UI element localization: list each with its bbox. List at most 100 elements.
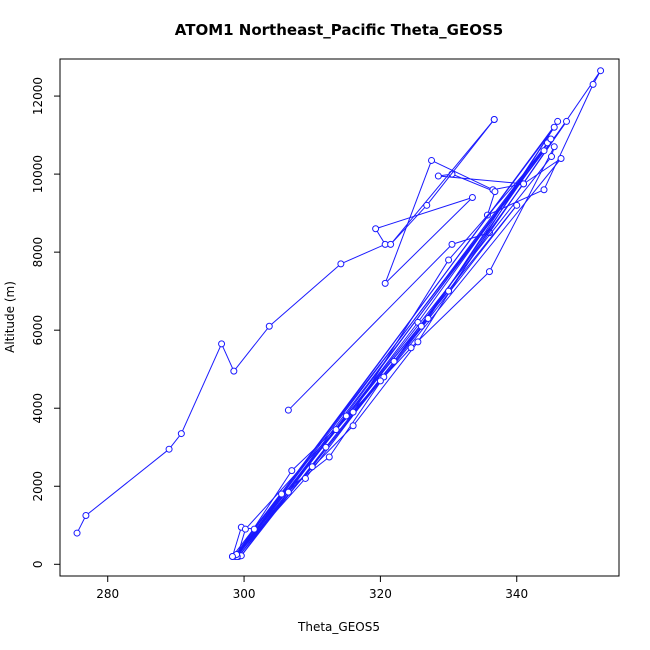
data-point <box>284 488 292 496</box>
series-line-segment <box>232 150 545 557</box>
series-line-segment <box>236 470 293 555</box>
y-axis-label: Altitude (m) <box>3 281 17 353</box>
series-line-segment <box>231 527 242 557</box>
series-3 <box>228 117 571 560</box>
data-point <box>563 117 571 125</box>
data-point <box>228 552 236 560</box>
data-point <box>376 377 384 385</box>
series-line-segment <box>390 204 428 245</box>
x-tick-label: 320 <box>369 587 392 601</box>
data-point <box>468 194 476 202</box>
y-tick-label: 8000 <box>31 237 45 268</box>
data-point <box>372 225 380 233</box>
series-line-segment <box>352 341 419 427</box>
data-point <box>407 344 415 352</box>
data-point <box>550 143 558 151</box>
data-point <box>332 426 340 434</box>
y-tick-label: 6000 <box>31 315 45 346</box>
data-point <box>82 512 90 520</box>
data-point <box>73 529 81 537</box>
data-point <box>337 260 345 268</box>
series-line-segment <box>384 160 432 284</box>
series-line-segment <box>431 159 494 191</box>
data-point <box>445 256 453 264</box>
series-line-segment <box>489 146 555 272</box>
data-point <box>445 287 453 295</box>
series-line-segment <box>384 197 473 284</box>
data-point <box>265 322 273 330</box>
series-line-segment <box>233 325 270 372</box>
data-point <box>491 188 499 196</box>
data-point <box>548 153 556 161</box>
data-point <box>278 490 286 498</box>
data-point <box>250 525 258 533</box>
data-point <box>540 147 548 155</box>
series-line-segment <box>85 448 170 516</box>
x-axis: 280 300 320 340 <box>96 575 528 601</box>
data-point <box>349 408 357 416</box>
data-point <box>550 123 558 131</box>
data-point <box>485 268 493 276</box>
series-line-segment <box>236 121 567 557</box>
series-line-segment <box>352 259 449 413</box>
series-line-segment <box>340 243 386 265</box>
y-axis: 0 2000 4000 6000 8000 10000 12000 <box>31 77 61 568</box>
data-point <box>424 314 432 322</box>
data-point <box>390 357 398 365</box>
data-point <box>557 154 565 162</box>
y-tick-label: 12000 <box>31 77 45 115</box>
data-point <box>414 338 422 346</box>
chart-title: ATOM1 Northeast_Pacific Theta_GEOS5 <box>175 21 503 39</box>
series-line-segment <box>268 263 342 327</box>
series-2 <box>387 115 498 248</box>
data-point <box>490 115 498 123</box>
series-line-segment <box>426 119 495 206</box>
data-point <box>387 240 395 248</box>
y-tick-label: 4000 <box>31 393 45 424</box>
x-tick-label: 300 <box>233 587 256 601</box>
series-line-segment <box>486 191 496 216</box>
data-point <box>513 201 521 209</box>
series-line-segment <box>523 158 562 185</box>
series-line-segment <box>325 318 429 448</box>
y-tick-label: 10000 <box>31 155 45 193</box>
data-point <box>342 412 350 420</box>
data-point <box>177 430 185 438</box>
x-tick-label: 340 <box>505 587 528 601</box>
series-line-segment <box>451 173 496 193</box>
data-point <box>301 474 309 482</box>
data-point <box>554 117 562 125</box>
series-line-segment <box>448 150 545 261</box>
series-line-segment <box>288 243 453 411</box>
series-line-segment <box>543 84 594 190</box>
data-point <box>547 135 555 143</box>
series-line-segment <box>221 343 235 372</box>
series-layer <box>73 67 605 560</box>
series-line-segment <box>375 197 473 230</box>
y-tick-label: 2000 <box>31 471 45 502</box>
data-point <box>288 467 296 475</box>
series-line-segment <box>427 127 555 319</box>
data-point <box>230 367 238 375</box>
series-line-segment <box>180 343 223 434</box>
data-point <box>241 525 249 533</box>
data-point <box>540 186 548 194</box>
data-point <box>381 279 389 287</box>
data-point <box>597 67 605 75</box>
data-point <box>284 406 292 414</box>
data-point <box>308 463 316 471</box>
series-line-segment <box>410 271 490 349</box>
series-line-segment <box>390 119 495 245</box>
series-line-segment <box>245 380 381 530</box>
data-point <box>218 340 226 348</box>
data-point <box>428 156 436 164</box>
data-point <box>448 240 456 248</box>
data-point <box>325 453 333 461</box>
data-point <box>322 443 330 451</box>
data-point <box>589 80 597 88</box>
data-point <box>417 322 425 330</box>
data-point <box>423 201 431 209</box>
series-line-segment <box>328 376 385 458</box>
data-point <box>349 422 357 430</box>
